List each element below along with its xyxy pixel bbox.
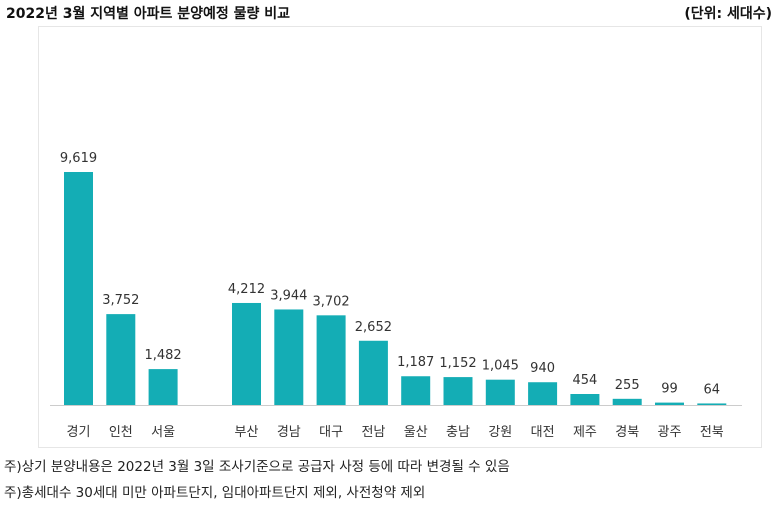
category-label-강원: 강원 bbox=[488, 425, 512, 440]
bar-울산 bbox=[401, 376, 431, 405]
value-label-대전: 940 bbox=[530, 361, 555, 376]
value-label-인천: 3,752 bbox=[102, 293, 139, 308]
chart-title: 2022년 3월 지역별 아파트 분양예정 물량 비교 bbox=[6, 6, 291, 22]
value-label-전북: 64 bbox=[704, 382, 721, 397]
value-label-울산: 1,187 bbox=[397, 355, 434, 370]
value-label-대구: 3,702 bbox=[312, 294, 349, 309]
bar-강원 bbox=[485, 379, 515, 405]
category-label-인천: 인천 bbox=[109, 425, 133, 440]
category-label-제주: 제주 bbox=[573, 425, 597, 440]
value-label-경기: 9,619 bbox=[60, 151, 97, 166]
category-label-경기: 경기 bbox=[67, 425, 91, 440]
bar-충남 bbox=[443, 377, 473, 405]
bar-제주 bbox=[570, 394, 600, 405]
value-label-강원: 1,045 bbox=[482, 359, 519, 374]
category-label-충남: 충남 bbox=[446, 425, 470, 440]
category-label-경남: 경남 bbox=[277, 425, 301, 440]
value-label-경남: 3,944 bbox=[270, 288, 307, 303]
category-label-울산: 울산 bbox=[404, 425, 428, 440]
bar-경북 bbox=[612, 398, 642, 405]
value-label-전남: 2,652 bbox=[355, 320, 392, 335]
bar-부산 bbox=[232, 302, 261, 405]
category-label-부산: 부산 bbox=[235, 425, 259, 440]
bar-대구 bbox=[316, 315, 346, 405]
value-label-제주: 454 bbox=[572, 373, 597, 388]
bar-서울 bbox=[148, 369, 178, 405]
category-label-경북: 경북 bbox=[615, 425, 639, 440]
value-label-서울: 1,482 bbox=[144, 348, 181, 363]
bar-광주 bbox=[655, 402, 684, 405]
category-label-대구: 대구 bbox=[319, 425, 343, 440]
value-label-경북: 255 bbox=[615, 378, 640, 393]
category-label-서울: 서울 bbox=[151, 425, 175, 440]
category-label-광주: 광주 bbox=[658, 425, 682, 440]
bar-대전 bbox=[528, 382, 558, 405]
bar-경남 bbox=[274, 309, 304, 405]
unit-label: (단위: 세대수) bbox=[684, 6, 772, 22]
footnote-exclusion: 주)총세대수 30세대 미만 아파트단지, 임대아파트단지 제외, 사전청약 제… bbox=[4, 485, 426, 501]
value-label-광주: 99 bbox=[661, 382, 678, 397]
value-label-충남: 1,152 bbox=[439, 356, 476, 371]
bar-전남 bbox=[358, 340, 388, 405]
bar-인천 bbox=[106, 314, 136, 405]
bar-경기 bbox=[64, 172, 93, 405]
bar-전북 bbox=[697, 403, 727, 405]
value-label-부산: 4,212 bbox=[228, 282, 265, 297]
category-label-전북: 전북 bbox=[700, 425, 724, 440]
footnote-survey: 주)상기 분양내용은 2022년 3월 3일 조사기준으로 공급자 사정 등에 … bbox=[4, 459, 510, 475]
category-label-대전: 대전 bbox=[531, 425, 555, 440]
category-label-전남: 전남 bbox=[361, 425, 385, 440]
